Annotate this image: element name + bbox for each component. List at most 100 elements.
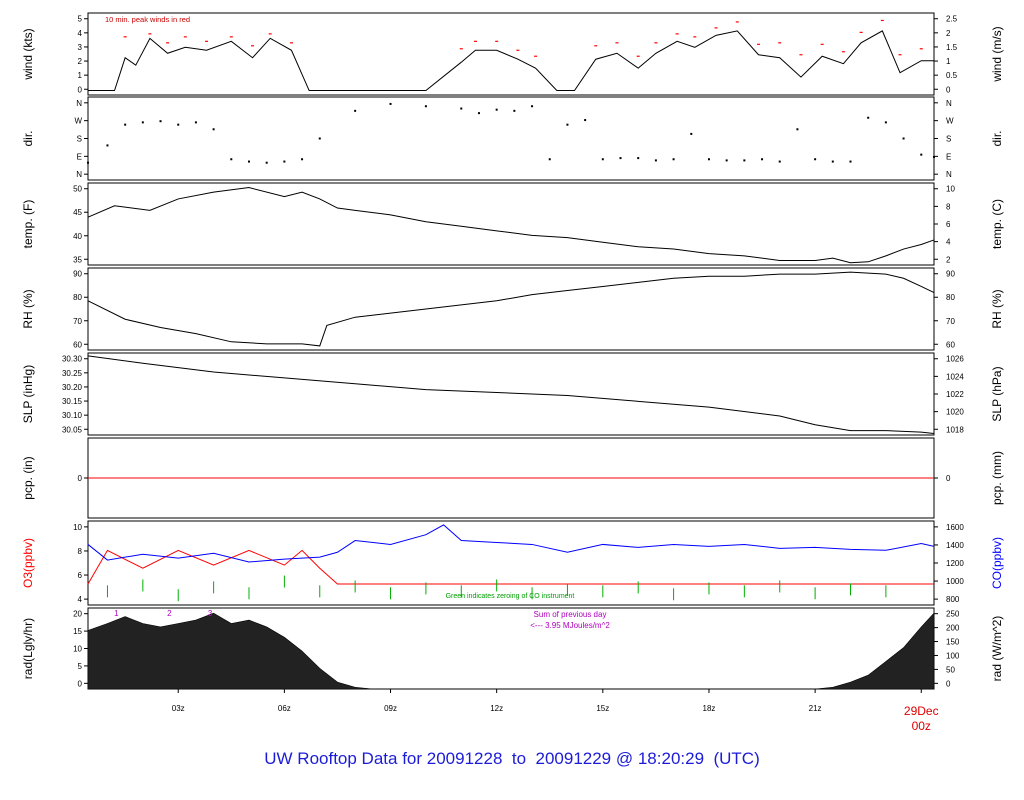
- dir-point: [601, 158, 604, 161]
- dir-point: [690, 132, 693, 135]
- time-tick-label: 15z: [596, 704, 609, 713]
- rad-left-tick-label: 20: [73, 610, 82, 619]
- time-tick-label: 09z: [384, 704, 397, 713]
- rh-series-0-line: [87, 271, 935, 347]
- temp-right-tick-label: 10: [946, 185, 955, 194]
- chem-ylabel-right: CO(ppbv): [990, 537, 1004, 589]
- pcp-ylabel-left: pcp. (in): [21, 456, 35, 499]
- dir-point: [124, 123, 127, 126]
- dir-point: [106, 144, 109, 147]
- wind-right-tick-label: 1: [946, 57, 951, 66]
- slp-right-tick-label: 1024: [946, 372, 964, 381]
- chem-right-tick-label: 1400: [946, 541, 964, 550]
- chem-left-tick-label: 6: [78, 571, 83, 580]
- time-tick-label: 12z: [490, 704, 503, 713]
- dir-point: [194, 121, 197, 124]
- dir-point: [902, 137, 905, 140]
- rh-ylabel-right: RH (%): [990, 289, 1004, 328]
- dir-point: [318, 137, 321, 140]
- dir-point: [460, 107, 463, 110]
- wind-left-tick-label: 4: [78, 29, 83, 38]
- slp-right-tick-label: 1018: [946, 425, 964, 434]
- footer-end-date: 20091229: [535, 749, 612, 768]
- dir-point: [495, 108, 498, 111]
- dir-point: [177, 123, 180, 126]
- rad-right-tick-label: 150: [946, 638, 960, 647]
- chem-annotation: Green indicates zeroing of CO instrument: [446, 593, 575, 600]
- dir-ylabel-right: dir.: [990, 130, 1004, 146]
- dir-point: [265, 161, 268, 164]
- dir-point: [141, 121, 144, 124]
- rad-annotation-line2: <--- 3.95 MJoules/m^2: [530, 621, 610, 630]
- wind-left-tick-label: 2: [78, 57, 83, 66]
- rh-plot-frame: [87, 267, 935, 351]
- wind-series-0-line: [88, 30, 934, 92]
- wind-right-tick-label: 0.5: [946, 71, 958, 80]
- rh-ylabel-left: RH (%): [21, 289, 35, 328]
- rad-marker-2: 2: [167, 609, 172, 618]
- temp-right-tick-label: 4: [946, 238, 951, 247]
- dir-right-tick-label: S: [946, 135, 951, 144]
- wind-right-tick-label: 2.5: [946, 15, 958, 24]
- dir-point: [778, 160, 781, 163]
- rad-left-tick-label: 5: [78, 662, 83, 671]
- rad-right-tick-label: 100: [946, 651, 960, 660]
- rh-right-tick-label: 70: [946, 317, 955, 326]
- slp-ylabel-right: SLP (hPa): [990, 366, 1004, 421]
- dir-point: [283, 160, 286, 163]
- dir-left-tick-label: N: [76, 99, 82, 108]
- dir-point: [389, 102, 392, 105]
- rh-left-tick-label: 90: [73, 270, 82, 279]
- dir-point: [933, 155, 935, 158]
- dir-point: [584, 119, 587, 122]
- dir-point: [513, 109, 516, 112]
- dir-point: [672, 158, 675, 161]
- dir-point: [884, 121, 887, 124]
- time-tick-label: 06z: [278, 704, 291, 713]
- dir-point: [531, 105, 534, 108]
- dir-point: [230, 158, 233, 161]
- dir-point: [424, 105, 427, 108]
- rh-left-tick-label: 80: [73, 293, 82, 302]
- time-tick-label: 00z: [912, 719, 931, 733]
- temp-plot-frame: [87, 182, 935, 266]
- temp-ylabel-right: temp. (C): [990, 199, 1004, 249]
- rh-left-tick-label: 70: [73, 317, 82, 326]
- rad-right-tick-label: 0: [946, 679, 951, 688]
- rad-left-tick-label: 0: [78, 679, 83, 688]
- rad-annotation-line1: Sum of previous day: [534, 610, 607, 619]
- chem-left-tick-label: 4: [78, 595, 83, 604]
- rad-series-0-area: [87, 612, 935, 690]
- slp-ylabel-left: SLP (inHg): [21, 365, 35, 423]
- temp-left-tick-label: 40: [73, 232, 82, 241]
- temp-left-tick-label: 50: [73, 185, 82, 194]
- time-tick-label: 18z: [703, 704, 716, 713]
- rad-ylabel-right: rad (W/m^2): [990, 616, 1004, 682]
- rh-right-tick-label: 90: [946, 270, 955, 279]
- rad-marker-3: 3: [208, 609, 213, 618]
- temp-left-tick-label: 35: [73, 255, 82, 264]
- dir-left-tick-label: E: [77, 152, 82, 161]
- dir-point: [548, 158, 551, 161]
- dir-point: [654, 159, 657, 162]
- wind-left-tick-label: 3: [78, 43, 83, 52]
- rad-right-tick-label: 250: [946, 610, 960, 619]
- dir-point: [212, 128, 215, 131]
- wind-ylabel-left: wind (kts): [21, 28, 35, 80]
- dir-left-tick-label: S: [77, 135, 82, 144]
- slp-right-tick-label: 1020: [946, 408, 964, 417]
- wind-ylabel-right: wind (m/s): [990, 26, 1004, 82]
- wind-annotation: 10 min. peak winds in red: [105, 15, 190, 24]
- dir-point: [814, 158, 817, 161]
- rad-left-tick-label: 15: [73, 627, 82, 636]
- slp-left-tick-label: 30.05: [62, 425, 83, 434]
- wind-right-tick-label: 0: [946, 85, 951, 94]
- chem-series-o3-line: [87, 549, 934, 585]
- wind-plot-frame: [87, 12, 935, 96]
- chem-left-tick-label: 10: [73, 523, 82, 532]
- slp-right-tick-label: 1026: [946, 355, 964, 364]
- chem-right-tick-label: 1000: [946, 577, 964, 586]
- rh-right-tick-label: 80: [946, 293, 955, 302]
- time-tick-label: 03z: [172, 704, 185, 713]
- time-day-label: 29Dec: [904, 704, 939, 718]
